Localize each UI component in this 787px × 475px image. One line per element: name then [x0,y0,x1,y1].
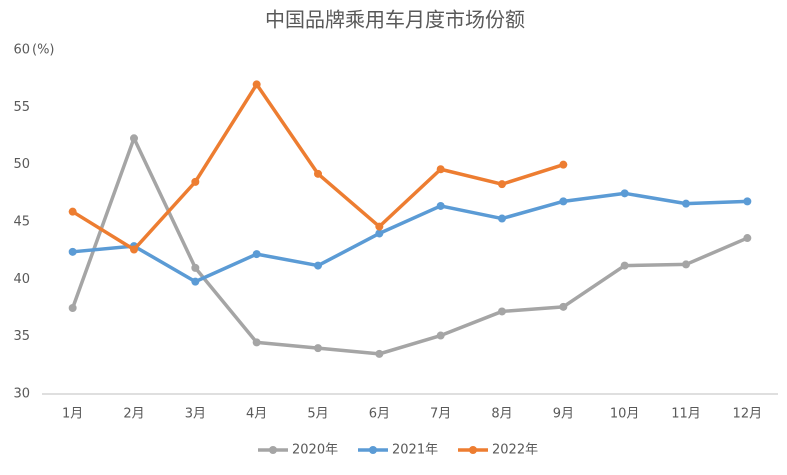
y-tick-label: 45 [13,215,30,230]
y-tick-label: 55 [13,100,30,115]
x-tick-label: 9月 [553,407,574,422]
x-tick-label: 12月 [733,407,763,422]
x-tick-label: 6月 [369,407,390,422]
data-point [130,245,138,254]
y-tick-label: 50 [13,157,30,172]
series-line [72,191,748,284]
x-tick-label: 1月 [62,407,83,422]
data-point [130,134,138,143]
data-point [68,247,77,256]
y-tick-label: 40 [13,272,30,287]
legend-label: 2021年 [392,443,438,458]
data-point [375,229,384,238]
data-point [252,338,261,347]
data-point [68,304,77,312]
data-point [620,261,629,270]
legend-marker [469,446,477,454]
x-tick-label: 3月 [185,407,206,422]
data-point [191,263,200,272]
data-point [252,80,261,89]
data-point [191,177,200,186]
data-point [682,199,690,208]
x-tick-label: 7月 [430,407,451,422]
y-axis-label: (%) [32,43,55,58]
series-line [71,136,749,356]
y-tick-label: 30 [13,387,30,402]
data-point [559,302,568,311]
data-point [68,207,77,216]
data-point [436,165,445,174]
data-point [375,222,384,231]
chart-title: 中国品牌乘用车月度市场份额 [265,8,525,32]
data-point [559,160,568,169]
data-point [375,349,384,358]
x-tick-label: 11月 [671,407,701,422]
data-point [620,189,629,198]
data-point [559,197,568,206]
data-point [498,214,506,223]
data-point [314,169,322,178]
data-point [191,277,200,286]
x-tick-label: 5月 [307,407,328,422]
data-point [436,331,445,340]
data-point [314,344,322,353]
data-point [682,260,690,269]
x-tick-label: 8月 [491,407,512,422]
data-point [252,250,261,259]
data-point [314,261,322,270]
legend-marker [369,446,377,454]
y-tick-label: 60 [13,43,30,58]
data-point [498,180,506,189]
data-point [498,307,506,316]
x-tick-label: 4月 [246,407,267,422]
legend-marker [269,446,277,454]
x-tick-label: 2月 [123,407,144,422]
data-point [743,234,752,243]
data-point [743,197,752,206]
data-point [436,201,445,210]
y-tick-label: 35 [13,329,30,344]
x-tick-label: 10月 [610,407,640,422]
legend-label: 2020年 [292,443,338,458]
legend-label: 2022年 [492,443,538,458]
